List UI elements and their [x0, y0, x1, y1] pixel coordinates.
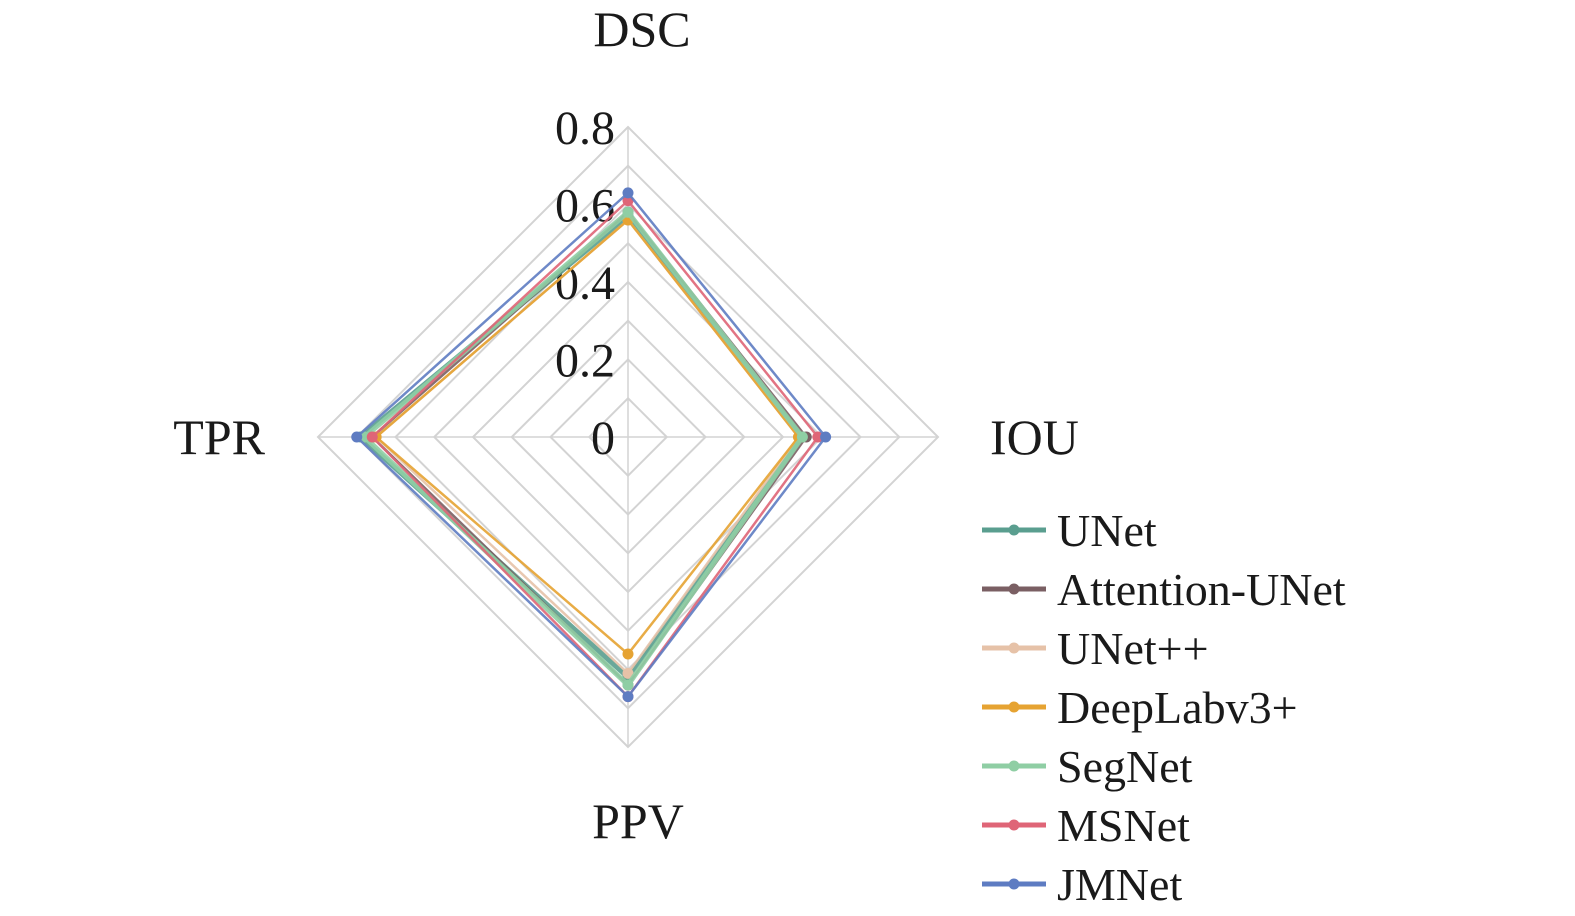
data-point-msnet-iou: [812, 431, 824, 443]
radial-tick-label: 0.6: [555, 180, 615, 233]
legend-entry-deeplabv3: DeepLabv3+: [982, 682, 1298, 733]
legend-entry-msnet: MSNet: [982, 800, 1190, 851]
data-point-segnet-dsc: [622, 206, 634, 218]
series-jmnet: [351, 187, 832, 703]
data-point-segnet-iou: [796, 431, 808, 443]
axis-labels: DSC IOU PPV TPR: [173, 1, 1079, 849]
legend-marker: [1008, 760, 1020, 772]
data-point-segnet-tpr: [359, 431, 370, 443]
data-point-deeplabv3-ppv: [622, 648, 634, 660]
data-point-segnet-ppv: [622, 679, 634, 691]
axis-label-iou: IOU: [990, 409, 1079, 465]
radial-tick-label: 0.8: [555, 102, 615, 155]
axis-label-tpr: TPR: [173, 409, 265, 465]
axis-label-ppv: PPV: [592, 793, 684, 849]
legend-marker: [1008, 583, 1020, 595]
data-point-jmnet-iou: [820, 431, 832, 443]
data-series: [351, 187, 832, 703]
legend-marker: [1008, 524, 1020, 536]
radial-tick-labels: 00.20.40.60.8: [555, 102, 615, 465]
legend-marker: [1008, 642, 1020, 654]
radial-tick-label: 0: [591, 412, 615, 465]
legend-label: UNet++: [1057, 623, 1209, 674]
legend-label: DeepLabv3+: [1057, 682, 1298, 733]
legend-entry-jmnet: JMNet: [982, 859, 1182, 910]
legend-entry-unet: UNet: [982, 505, 1157, 556]
radial-tick-label: 0.2: [555, 335, 615, 388]
legend-entry-segnet: SegNet: [982, 741, 1193, 792]
data-point-jmnet-tpr: [351, 431, 363, 443]
legend-entry-unet: UNet++: [982, 623, 1209, 674]
legend-marker: [1008, 701, 1020, 713]
legend-label: SegNet: [1057, 741, 1193, 792]
data-point-jmnet-ppv: [622, 691, 634, 703]
legend-entry-attention-unet: Attention-UNet: [982, 564, 1346, 615]
legend-label: MSNet: [1057, 800, 1190, 851]
axis-label-dsc: DSC: [593, 1, 690, 57]
data-point-jmnet-dsc: [622, 187, 634, 199]
legend: UNet Attention-UNet UNet++ DeepLabv3+ SegNet…: [982, 505, 1346, 910]
legend-label: Attention-UNet: [1057, 564, 1346, 615]
legend-label: JMNet: [1057, 859, 1182, 910]
legend-marker: [1008, 819, 1020, 831]
data-point-msnet-tpr: [366, 431, 378, 443]
legend-label: UNet: [1057, 505, 1157, 556]
legend-marker: [1008, 878, 1020, 890]
data-point-unet-ppv: [622, 667, 634, 679]
